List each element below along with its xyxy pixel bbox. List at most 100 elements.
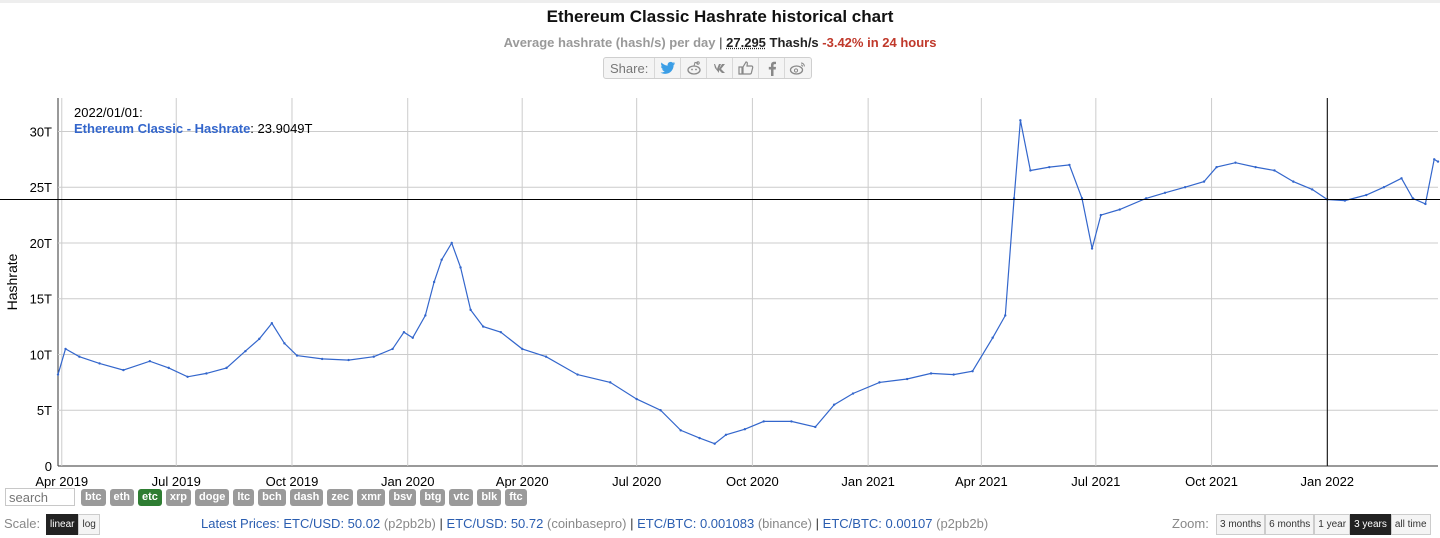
- zoom-toggle: 3 months 6 months 1 year 3 years all tim…: [1216, 514, 1431, 535]
- data-point: [762, 420, 765, 423]
- data-point: [1400, 177, 1403, 180]
- data-point: [64, 347, 67, 351]
- coin-btn-eth[interactable]: eth: [109, 488, 134, 506]
- data-point: [1183, 186, 1187, 189]
- scale-toggle: linear log: [46, 514, 100, 535]
- data-point: [743, 428, 747, 431]
- x-tick-label: Jul 2019: [152, 474, 201, 488]
- data-point: [576, 373, 579, 376]
- coin-btn-xmr[interactable]: xmr: [357, 488, 386, 506]
- price-link-1[interactable]: ETC/USD: 50.02: [283, 516, 381, 531]
- data-point: [1090, 247, 1094, 250]
- twitter-icon[interactable]: [655, 58, 682, 78]
- coin-btn-btg[interactable]: btg: [420, 488, 446, 506]
- zoom-3-years-button[interactable]: 3 years: [1350, 514, 1391, 535]
- price-divider: |: [630, 516, 634, 531]
- data-point: [971, 370, 974, 373]
- coin-btn-blk[interactable]: blk: [477, 488, 502, 506]
- current-hashrate-value[interactable]: 27.295: [726, 35, 766, 50]
- x-tick-label: Apr 2020: [496, 474, 549, 488]
- coin-btn-bch[interactable]: bch: [258, 488, 286, 506]
- coin-btn-btc[interactable]: btc: [81, 488, 106, 506]
- data-point: [659, 409, 662, 412]
- data-point: [391, 347, 394, 351]
- data-point: [952, 373, 955, 376]
- data-point: [1118, 208, 1121, 211]
- data-point: [1163, 191, 1167, 194]
- y-tick-label: 10T: [30, 347, 52, 362]
- data-point: [459, 266, 462, 269]
- data-point: [283, 342, 286, 345]
- data-point: [1411, 197, 1415, 200]
- data-point: [1311, 188, 1314, 191]
- data-point: [258, 337, 261, 341]
- tooltip-date: 2022/01/01:: [74, 105, 143, 120]
- like-icon[interactable]: [733, 58, 760, 78]
- x-tick-label: Jul 2021: [1071, 474, 1120, 488]
- top-border: [0, 0, 1440, 3]
- price-link-4[interactable]: ETC/BTC: 0.00107: [822, 516, 933, 531]
- data-point: [1144, 197, 1148, 200]
- data-point: [1029, 169, 1032, 172]
- zoom-3-months-button[interactable]: 3 months: [1216, 514, 1266, 535]
- zoom-all-time-button[interactable]: all time: [1390, 514, 1431, 535]
- data-point: [78, 355, 81, 358]
- coin-btn-bsv[interactable]: bsv: [389, 488, 417, 506]
- coin-btn-vtc[interactable]: vtc: [449, 488, 474, 506]
- data-point: [432, 280, 436, 284]
- x-tick-label: Oct 2020: [726, 474, 779, 488]
- data-point: [1080, 197, 1084, 200]
- y-tick-label: 0: [45, 459, 52, 474]
- scale-linear-button[interactable]: linear: [46, 514, 79, 535]
- facebook-icon[interactable]: [759, 58, 786, 78]
- series-points: [56, 119, 1440, 445]
- data-point: [440, 258, 443, 261]
- coin-btn-etc[interactable]: etc: [138, 488, 162, 506]
- data-point: [1004, 314, 1007, 317]
- coin-btn-dash[interactable]: dash: [289, 488, 324, 506]
- data-point: [1215, 165, 1218, 169]
- data-point: [186, 375, 189, 378]
- data-point: [790, 420, 793, 423]
- price-link-3[interactable]: ETC/BTC: 0.001083: [637, 516, 755, 531]
- coin-btn-ltc[interactable]: ltc: [233, 488, 255, 506]
- latest-prices: Latest Prices: ETC/USD: 50.02 (p2pb2b) |…: [201, 516, 988, 531]
- scale-log-button[interactable]: log: [78, 514, 100, 535]
- data-point: [1012, 197, 1016, 200]
- hashrate-chart[interactable]: 0 5T 10T 15T 20T 25T 30T Apr 2019 Jul 2019 Oct 2…: [0, 92, 1440, 488]
- data-point: [295, 354, 299, 357]
- x-tick-label: Apr 2019: [35, 474, 88, 488]
- price-source-4: (p2pb2b): [936, 516, 989, 531]
- price-source-3: (binance): [757, 516, 813, 531]
- data-point: [1099, 213, 1103, 217]
- data-point: [469, 308, 472, 312]
- coin-btn-zec[interactable]: zec: [327, 488, 354, 506]
- zoom-1-year-button[interactable]: 1 year: [1314, 514, 1351, 535]
- coin-btn-xrp[interactable]: xrp: [165, 488, 192, 506]
- scale-label: Scale:: [4, 516, 41, 531]
- data-point: [372, 355, 375, 358]
- tooltip-colon: :: [250, 121, 257, 136]
- data-point: [205, 372, 208, 375]
- zoom-6-months-button[interactable]: 6 months: [1265, 514, 1315, 535]
- data-point: [1068, 163, 1071, 167]
- data-point: [1382, 186, 1386, 189]
- data-point: [56, 373, 60, 376]
- reddit-icon[interactable]: [681, 58, 708, 78]
- data-point: [609, 381, 612, 384]
- series-line-hashrate[interactable]: [57, 120, 1439, 445]
- data-point: [713, 442, 716, 445]
- tooltip-value: 23.9049T: [258, 121, 313, 136]
- chart-grid: [57, 98, 1438, 467]
- subtitle-prefix: Average hashrate (hash/s) per day: [503, 35, 716, 50]
- vk-icon[interactable]: [707, 58, 734, 78]
- data-point: [225, 366, 228, 370]
- coin-btn-doge[interactable]: doge: [195, 488, 230, 506]
- weibo-icon[interactable]: [785, 58, 811, 78]
- coin-btn-ftc[interactable]: ftc: [505, 488, 527, 506]
- x-axis-ticks: Apr 2019 Jul 2019 Oct 2019 Jan 2020 Apr 2020…: [35, 474, 1354, 488]
- data-point: [698, 436, 701, 440]
- price-link-2[interactable]: ETC/USD: 50.72: [446, 516, 544, 531]
- search-input[interactable]: [5, 488, 75, 506]
- data-point: [424, 314, 427, 317]
